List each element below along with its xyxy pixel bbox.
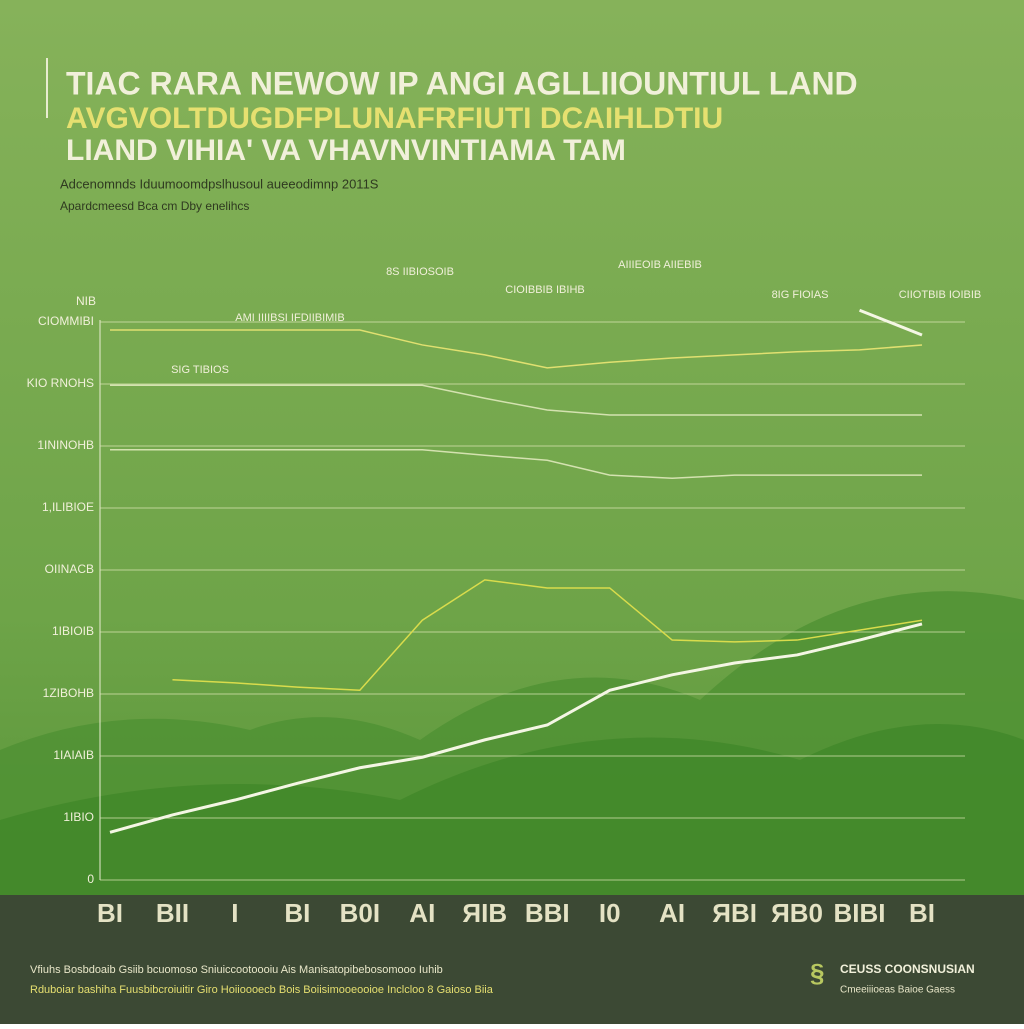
title: TIAC RARA NEWOW IP ANGI AGLLIIOUNTIUL LA… [66, 65, 858, 101]
x-tick-label: BI [97, 898, 123, 928]
y-tick-label: CIOMMIBI [38, 314, 94, 328]
footer-text: Rduboiar bashiha Fuusbibcroiuitir Giro H… [30, 984, 494, 996]
series-line [110, 448, 922, 479]
series-line [858, 308, 923, 337]
footer-text: Vfiuhs Bosbdoaib Gsiib bcuomoso Sniuicco… [30, 964, 443, 976]
y-axis-label: NIB [76, 294, 96, 308]
x-tick-label: ЯBI [712, 898, 757, 928]
x-tick-label: B0I [340, 898, 380, 928]
x-tick-label: BBI [525, 898, 570, 928]
footer-band [0, 895, 1024, 1024]
y-tick-label: 1ZIBOHB [43, 686, 94, 700]
y-tick-label: 1IBIOIB [52, 624, 94, 638]
x-tick-label: BI [284, 898, 310, 928]
subtitle: Apardcmeesd Bca cm Dby enelihcs [60, 199, 249, 213]
y-tick-label: 1,ILIBIOE [42, 500, 94, 514]
x-tick-label: I [231, 898, 238, 928]
series-line [172, 579, 923, 692]
y-tick-label: 1IBIO [63, 810, 94, 824]
subtitle: Adcenomnds Iduumoomdpslhusoul aueeodimnp… [60, 176, 379, 191]
annotation: AIIIEOIB AIIEBIB [618, 259, 702, 271]
x-tick-label: AI [659, 898, 685, 928]
series-line [110, 384, 922, 416]
annotation: CIOIBBIB IBIHB [505, 284, 584, 296]
x-tick-label: BIBI [834, 898, 886, 928]
x-tick-label: BI [909, 898, 935, 928]
x-tick-label: ЯB0 [771, 898, 823, 928]
x-tick-label: BII [156, 898, 189, 928]
logo-text: CEUSS COONSNUSIAN [840, 962, 975, 976]
annotation: 8S IIBIOSOIB [386, 266, 454, 278]
annotation: SIG TIBIOS [171, 364, 229, 376]
y-tick-label: OIINACB [45, 562, 94, 576]
y-tick-label: 0 [87, 872, 94, 886]
y-tick-label: 1ININOHB [37, 438, 94, 452]
series-line [110, 329, 923, 369]
title: AVGVOLTDUGDFPLUNAFRFIUTI DCAIHLDTIU [66, 102, 723, 135]
y-tick-label: KIO RNOHS [27, 376, 94, 390]
x-tick-label: I0 [599, 898, 621, 928]
x-tick-label: ЯIB [462, 898, 507, 928]
hills [0, 724, 1024, 900]
x-tick-label: AI [409, 898, 435, 928]
annotation: CIIOTBIB IOIBIB [899, 289, 982, 301]
logo-text: Cmeeiiioeas Baioe Gaess [840, 985, 955, 996]
annotation: AMI IIIIBSI IFDIIBIMIB [235, 312, 344, 324]
logo-icon: § [810, 958, 824, 988]
y-tick-label: 1IAIAIB [53, 748, 94, 762]
title: LIAND VIHIA' VA VHAVNVINTIAMA TAM [66, 134, 626, 167]
series-line [109, 622, 923, 834]
annotation: 8IG FIOIAS [772, 289, 829, 301]
